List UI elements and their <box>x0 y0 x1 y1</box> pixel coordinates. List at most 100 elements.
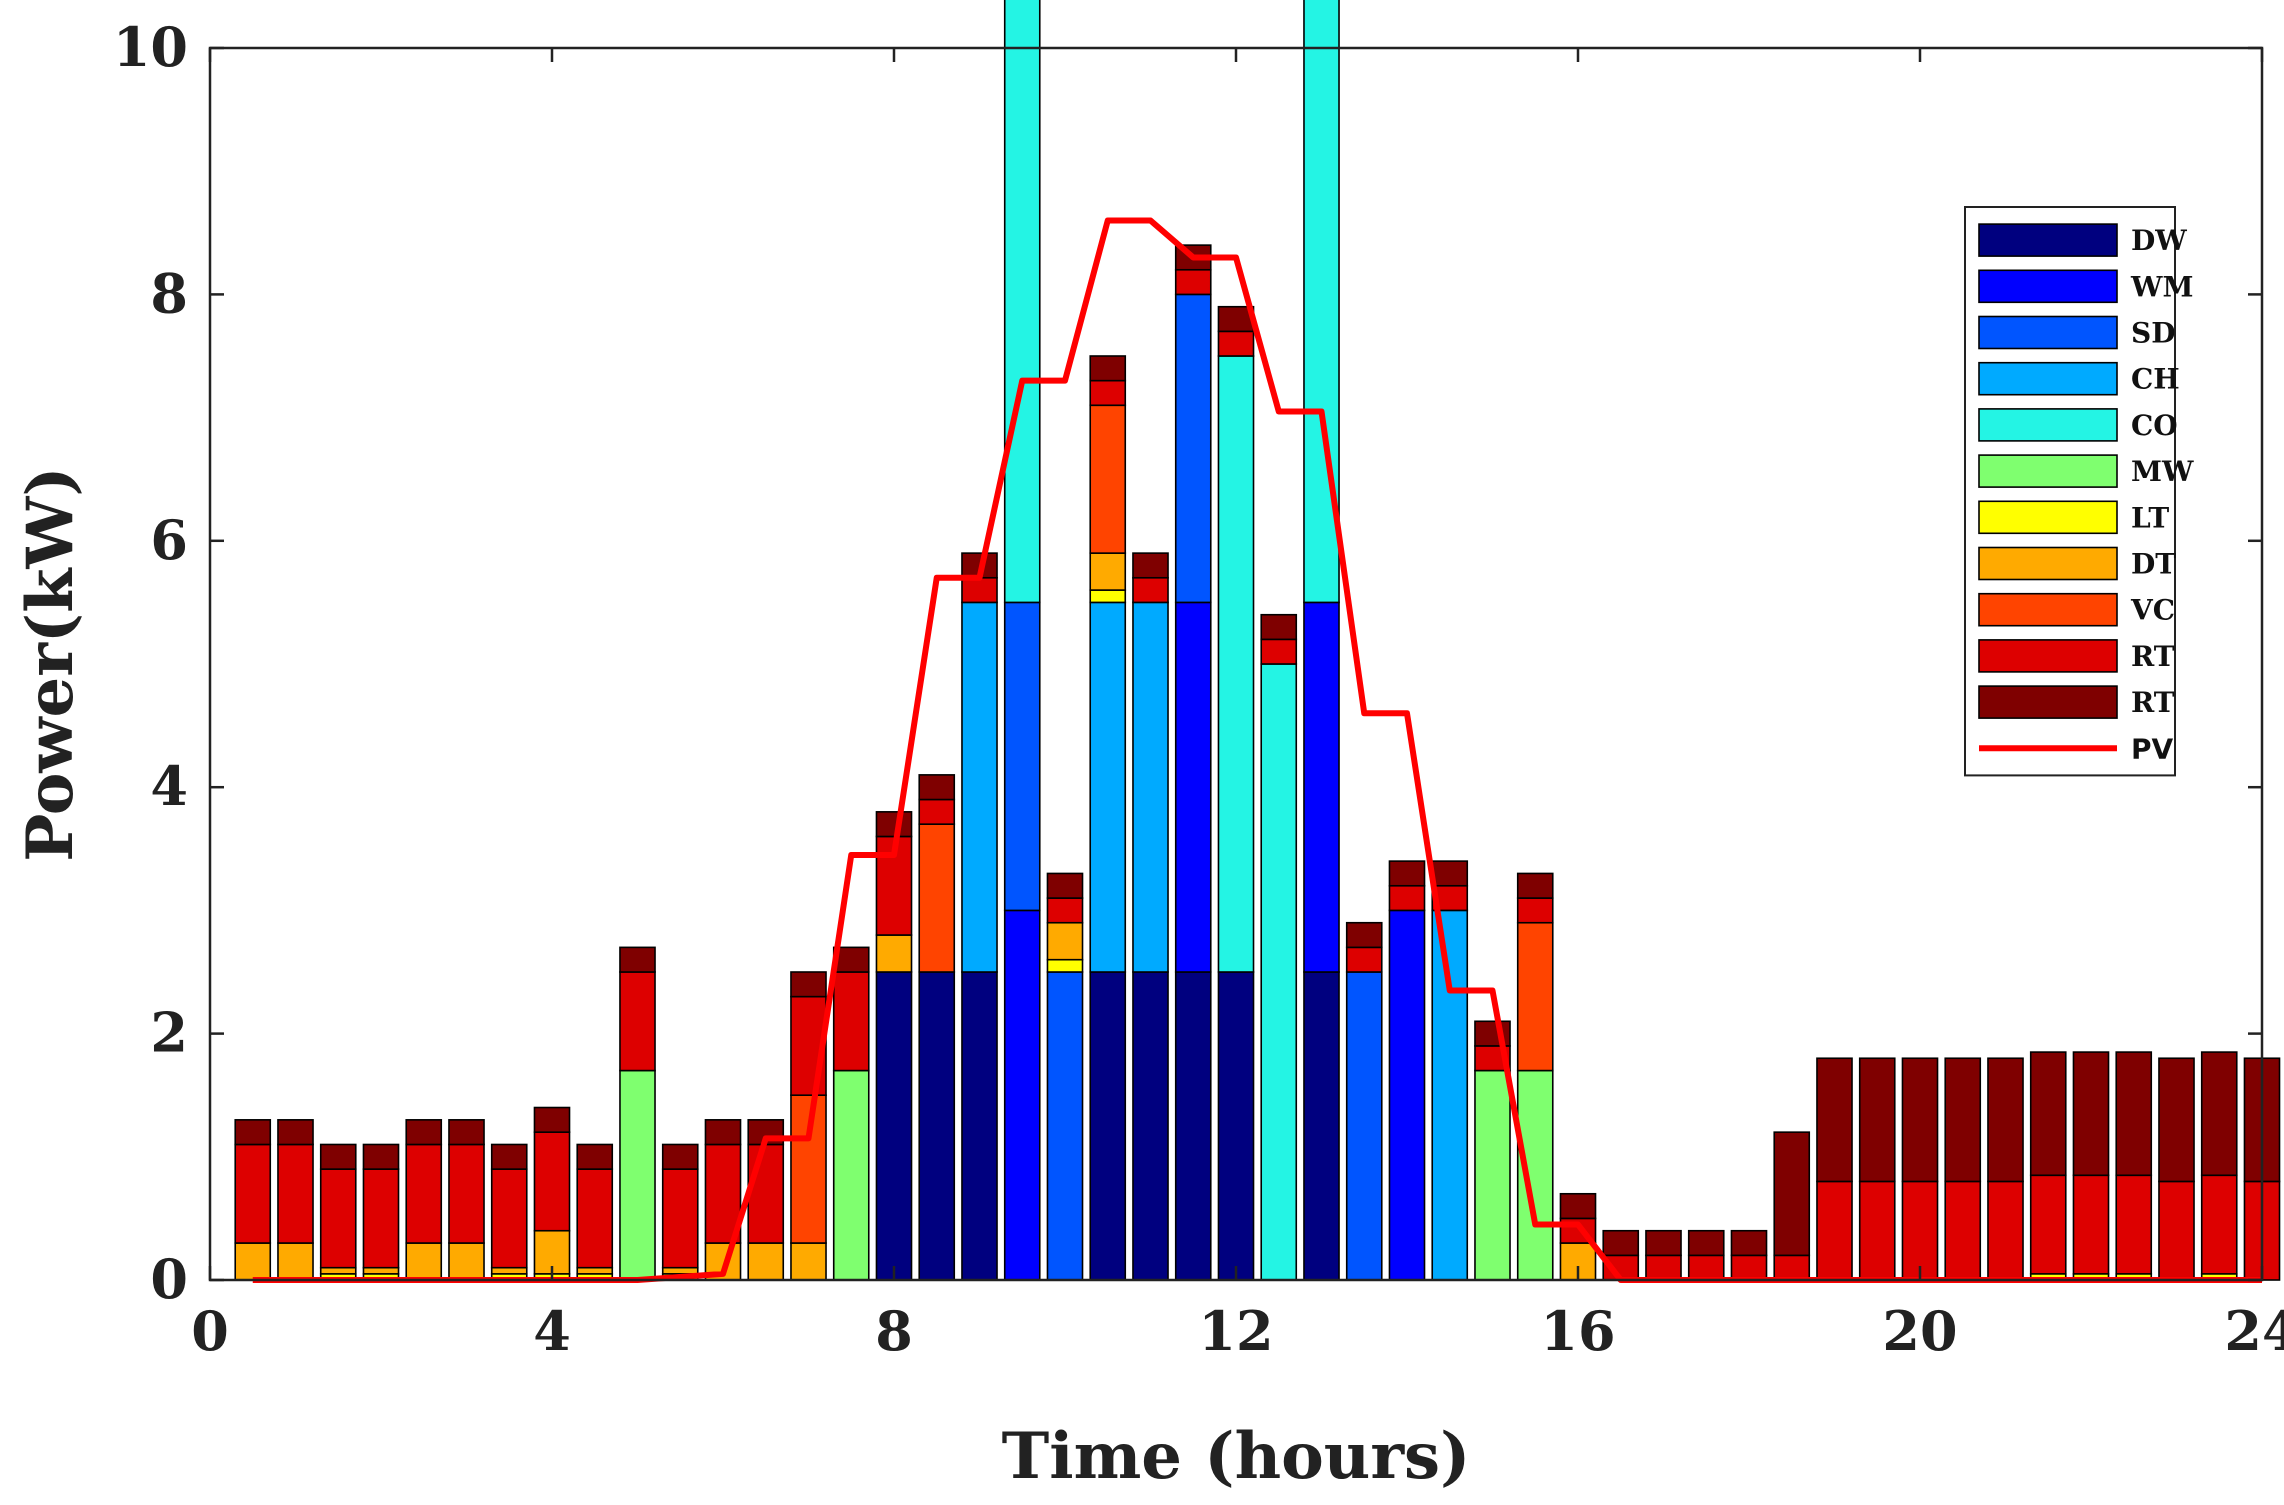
bar-rt-10-t4 <box>533 1106 571 1133</box>
bar-lt-6-t10.5 <box>1089 589 1127 604</box>
bar-ch-3-t10.5 <box>1089 601 1127 973</box>
bar-rt-10-t2.5 <box>405 1119 443 1146</box>
y-tick-label: 8 <box>150 261 188 325</box>
legend-swatch-vc <box>1978 592 2118 627</box>
bar-rt-10-t16.5 <box>1602 1229 1640 1257</box>
bar-dt-7-t4.5 <box>576 1266 614 1275</box>
bar-dt-7-t7 <box>790 1242 827 1281</box>
bar-co-4-t9.5 <box>1003 0 1041 604</box>
bar-dt-7-t10.5 <box>1089 552 1127 591</box>
bar-sd-2-t9.5 <box>1003 601 1041 912</box>
bar-vc-8-t8.5 <box>918 823 956 973</box>
bar-dt-7-t10 <box>1046 921 1084 961</box>
bar-ch-3-t14.5 <box>1431 909 1469 1281</box>
bar-mw-5-t5 <box>619 1069 656 1281</box>
bar-rt-10-t7 <box>790 971 827 998</box>
legend-swatch-dw <box>1978 223 2118 257</box>
bar-rt-10-t20.5 <box>1944 1057 1982 1183</box>
bar-rt-9-t23.5 <box>2200 1174 2238 1275</box>
bar-rt-10-t5.5 <box>661 1143 699 1170</box>
bar-rt-10-t5 <box>619 946 656 973</box>
legend-swatch-dt <box>1978 546 2118 581</box>
bar-rt-9-t13.5 <box>1345 946 1383 973</box>
x-tick-label: 20 <box>1882 1299 1957 1363</box>
bar-rt-9-t1 <box>277 1143 314 1244</box>
x-tick-label: 8 <box>875 1299 913 1363</box>
bar-rt-9-t18 <box>1730 1254 1768 1281</box>
bar-lt-6-t10 <box>1046 958 1084 973</box>
legend-label-sd: SD <box>2131 317 2176 350</box>
bar-rt-10-t18.5 <box>1773 1131 1811 1257</box>
bar-rt-10-t14.5 <box>1431 860 1469 887</box>
bar-dw-0-t8 <box>875 971 913 1281</box>
bar-sd-2-t13.5 <box>1345 971 1383 1281</box>
legend-swatch-mw <box>1978 454 2118 488</box>
bar-co-4-t12.5 <box>1260 663 1298 1281</box>
x-axis-title: Time (hours) <box>1002 1419 1471 1494</box>
bar-rt-9-t7.5 <box>832 971 870 1072</box>
bar-dw-0-t13 <box>1303 971 1340 1281</box>
bar-dw-0-t12 <box>1217 971 1255 1281</box>
bar-vc-8-t10.5 <box>1089 404 1127 554</box>
bar-dw-0-t9 <box>961 971 998 1281</box>
legend-swatch-sd <box>1978 315 2118 350</box>
bar-sd-2-t11.5 <box>1174 293 1212 604</box>
bar-dw-0-t8.5 <box>918 971 956 1281</box>
bar-rt-10-t16 <box>1559 1192 1597 1220</box>
bar-rt-9-t10.5 <box>1089 379 1127 407</box>
bar-rt-9-t3 <box>448 1143 485 1244</box>
bar-rt-9-t2 <box>362 1168 400 1269</box>
bar-rt-10-t11 <box>1132 552 1169 579</box>
legend-swatch-co <box>1978 408 2118 442</box>
bar-rt-9-t8.5 <box>918 798 956 825</box>
bar-rt-9-t10 <box>1046 897 1084 924</box>
bar-rt-9-t5 <box>619 971 656 1072</box>
bar-dw-0-t10.5 <box>1089 971 1127 1281</box>
bar-dw-0-t11.5 <box>1174 971 1212 1281</box>
bar-rt-10-t12.5 <box>1260 613 1298 641</box>
legend-swatch-ch <box>1978 361 2118 396</box>
legend: DW WM SD CH CO MW LT DT VC RT RT PV <box>1964 206 2194 777</box>
bar-wm-1-t14 <box>1388 909 1426 1281</box>
bar-rt-9-t0.5 <box>234 1143 272 1244</box>
bar-rt-9-t14 <box>1388 884 1426 912</box>
bar-rt-10-t22.5 <box>2115 1051 2153 1177</box>
bar-rt-9-t11 <box>1132 576 1169 604</box>
legend-swatch-rt <box>1978 639 2118 673</box>
bar-wm-1-t13 <box>1303 601 1340 973</box>
legend-swatch-wm <box>1978 269 2118 304</box>
x-tick-label: 0 <box>191 1299 229 1363</box>
pv-line-layer <box>252 217 2262 1283</box>
x-tick-label: 24 <box>2224 1299 2284 1363</box>
bar-vc-8-t15.5 <box>1516 921 1554 1072</box>
y-tick-label: 4 <box>150 754 188 818</box>
bar-mw-5-t15 <box>1474 1069 1511 1281</box>
bar-rt-9-t20.5 <box>1944 1180 1982 1281</box>
bar-dt-7-t2 <box>362 1266 400 1275</box>
bar-dt-7-t5.5 <box>661 1266 699 1275</box>
bar-rt-10-t21 <box>1987 1057 2024 1183</box>
bar-mw-5-t15.5 <box>1516 1069 1554 1281</box>
pv-line <box>252 217 2262 1283</box>
y-tick-label: 6 <box>150 508 188 572</box>
bar-sd-2-t10 <box>1046 971 1084 1281</box>
bar-co-4-t12 <box>1217 355 1255 973</box>
y-tick-label: 10 <box>113 15 188 79</box>
legend-label-lt: LT <box>2131 501 2169 534</box>
bar-rt-9-t2.5 <box>405 1143 443 1244</box>
bar-rt-10-t1 <box>277 1119 314 1146</box>
bar-rt-10-t22 <box>2072 1051 2110 1177</box>
x-tick-label: 4 <box>533 1299 571 1363</box>
bar-rt-10-t23.5 <box>2200 1051 2238 1177</box>
legend-label-vc: VC <box>2130 594 2175 627</box>
bar-mw-5-t7.5 <box>832 1069 870 1281</box>
bars-layer <box>210 0 2281 1281</box>
bar-rt-10-t14 <box>1388 860 1426 887</box>
legend-label-dt: DT <box>2131 548 2176 581</box>
bar-rt-9-t23 <box>2158 1180 2195 1281</box>
bar-rt-9-t21.5 <box>2029 1174 2067 1275</box>
bar-rt-9-t9 <box>961 576 998 604</box>
bar-rt-10-t21.5 <box>2029 1051 2067 1177</box>
bar-rt-9-t12 <box>1217 330 1255 357</box>
